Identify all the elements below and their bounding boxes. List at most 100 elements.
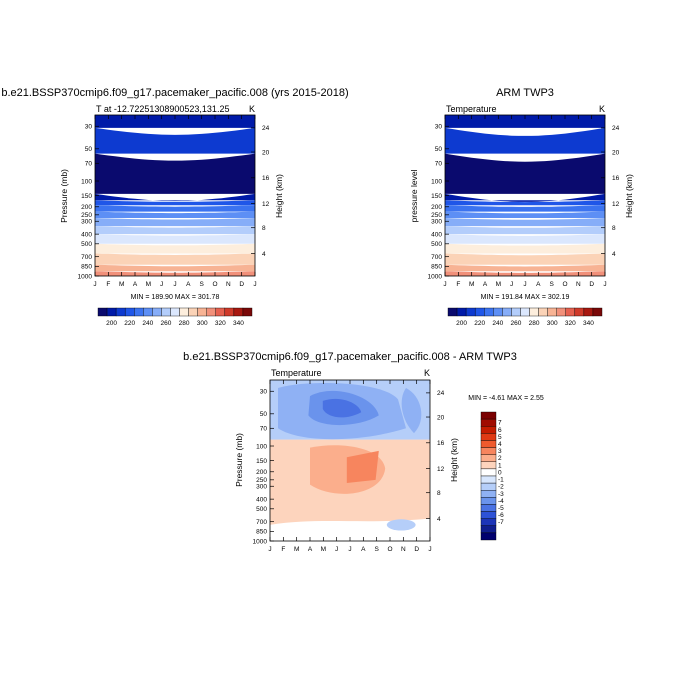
x-tick-label: M (294, 546, 299, 553)
y-tick-label: 400 (81, 231, 92, 238)
y2-tick-label: 16 (437, 440, 445, 447)
colorbar-label: 4 (498, 441, 502, 448)
y2-tick-label: 4 (437, 516, 441, 523)
x-tick-label: A (186, 281, 191, 288)
colorbar-box (484, 307, 494, 317)
panel-model-colorbar: 200 220 240 260 280 300 320 340 (97, 307, 253, 327)
temperature-band (445, 193, 605, 202)
y-tick-label: 700 (431, 254, 442, 261)
y-tick-label: 70 (435, 161, 443, 168)
temperature-band (445, 253, 605, 265)
diff-cool-surface (386, 519, 416, 531)
colorbar-box (493, 307, 503, 317)
temperature-band (445, 226, 605, 235)
y2-tick-label: 16 (262, 175, 270, 182)
x-tick-label: J (510, 281, 513, 288)
colorbar-box (480, 461, 497, 470)
temperature-band (445, 243, 605, 254)
y-tick-label: 150 (431, 193, 442, 200)
colorbar-label: 260 (161, 320, 172, 327)
colorbar-box (480, 525, 497, 534)
panel-arm-subtitle-left: Temperature (446, 104, 497, 114)
panel-model-temperature-field (95, 115, 255, 276)
x-tick-label: J (160, 281, 163, 288)
colorbar-box (502, 307, 512, 317)
panel-diff: b.e21.BSSP370cmip6.f09_g17.pacemaker_pac… (183, 351, 544, 553)
colorbar-label: 7 (498, 420, 502, 427)
y2-tick-label: 20 (612, 149, 620, 156)
temperature-band (445, 234, 605, 244)
y-tick-label: 100 (81, 178, 92, 185)
panel-diff-ylabel: Pressure (mb) (234, 433, 244, 487)
y-tick-label: 300 (431, 219, 442, 226)
y-tick-label: 300 (256, 484, 267, 491)
colorbar-label: 5 (498, 434, 502, 441)
y2-tick-label: 12 (262, 201, 270, 208)
colorbar-label: 220 (124, 320, 135, 327)
panel-arm-ylabel: pressure level (409, 169, 419, 222)
y2-tick-label: 12 (437, 466, 445, 473)
temperature-band (445, 127, 605, 154)
y2-tick-label: 20 (437, 414, 445, 421)
colorbar-box (538, 307, 548, 317)
x-tick-label: J (268, 546, 271, 553)
colorbar-box (188, 307, 198, 317)
colorbar-label: 320 (215, 320, 226, 327)
x-tick-label: A (361, 546, 366, 553)
y2-tick-label: 8 (437, 490, 441, 497)
colorbar-box (480, 447, 497, 455)
y-tick-label: 250 (81, 212, 92, 219)
colorbar-box (480, 426, 497, 434)
panel-model-subtitle-left: T at -12.72251308900523,131.25 (96, 104, 229, 114)
diff-cool-center (322, 398, 362, 418)
colorbar-box (224, 307, 235, 317)
x-tick-label: O (387, 546, 392, 553)
y2-tick-label: 16 (612, 175, 620, 182)
panel-arm-title: ARM TWP3 (496, 87, 554, 99)
colorbar-box (583, 307, 594, 317)
colorbar-label: -2 (498, 484, 504, 491)
colorbar-label: 240 (492, 320, 503, 327)
y-tick-label: 250 (431, 212, 442, 219)
colorbar-box (134, 307, 144, 317)
colorbar-box (143, 307, 153, 317)
colorbar-box (206, 307, 216, 317)
temperature-band (445, 218, 605, 227)
y-tick-label: 400 (431, 231, 442, 238)
y2-tick-label: 12 (612, 201, 620, 208)
x-tick-label: N (576, 281, 581, 288)
colorbar-label: -4 (498, 498, 504, 505)
colorbar-label: 280 (179, 320, 190, 327)
colorbar-label: 0 (498, 469, 502, 476)
y2-tick-label: 20 (262, 149, 270, 156)
x-tick-label: N (226, 281, 231, 288)
y-tick-label: 200 (256, 469, 267, 476)
x-tick-label: J (173, 281, 176, 288)
colorbar-label: -7 (498, 519, 504, 526)
y-tick-label: 30 (85, 124, 93, 131)
x-tick-label: M (469, 281, 474, 288)
y2-tick-label: 24 (262, 125, 270, 132)
colorbar-label: 6 (498, 427, 502, 434)
colorbar-box (480, 504, 497, 512)
y-tick-label: 850 (81, 264, 92, 271)
y-tick-label: 100 (256, 443, 267, 450)
y-tick-label: 700 (256, 519, 267, 526)
x-tick-label: J (523, 281, 526, 288)
x-tick-label: D (414, 546, 419, 553)
temperature-band (445, 200, 605, 206)
colorbar-box (480, 440, 497, 448)
temperature-band (95, 127, 255, 154)
temperature-band (95, 234, 255, 244)
panel-model: b.e21.BSSP370cmip6.f09_g17.pacemaker_pac… (1, 87, 348, 327)
temperature-band (95, 193, 255, 201)
colorbar-label: -1 (498, 477, 504, 484)
temperature-band (95, 200, 255, 206)
y-tick-label: 50 (260, 411, 268, 418)
y-tick-label: 850 (256, 529, 267, 536)
y-tick-label: 500 (81, 241, 92, 248)
panel-diff-y2label: Height (km) (449, 438, 459, 482)
